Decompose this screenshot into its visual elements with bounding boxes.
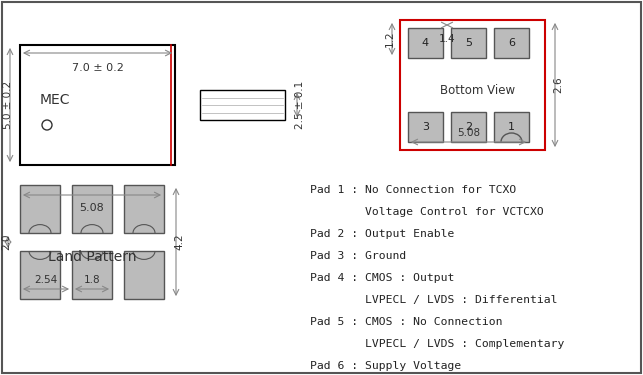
Text: 1.8: 1.8: [84, 275, 100, 285]
Text: LVPECL / LVDS : Complementary: LVPECL / LVDS : Complementary: [310, 339, 565, 349]
FancyBboxPatch shape: [124, 251, 164, 299]
FancyBboxPatch shape: [200, 90, 285, 120]
Text: 5.08: 5.08: [457, 128, 480, 138]
Text: Pad 1 : No Connection for TCXO: Pad 1 : No Connection for TCXO: [310, 185, 516, 195]
FancyBboxPatch shape: [400, 20, 545, 150]
Text: Voltage Control for VCTCXO: Voltage Control for VCTCXO: [310, 207, 544, 217]
Text: Land Pattern: Land Pattern: [48, 250, 136, 264]
Text: Pad 3 : Ground: Pad 3 : Ground: [310, 251, 406, 261]
Text: 5: 5: [465, 38, 472, 48]
Text: 4.2: 4.2: [174, 234, 184, 250]
Text: 7.0 ± 0.2: 7.0 ± 0.2: [71, 63, 123, 73]
Text: 1.2: 1.2: [385, 31, 395, 47]
Text: 5.0 ± 0.2: 5.0 ± 0.2: [3, 81, 13, 129]
Text: MEC: MEC: [40, 93, 71, 107]
Text: 1.4: 1.4: [439, 34, 455, 44]
FancyBboxPatch shape: [124, 185, 164, 233]
Text: 5.08: 5.08: [80, 203, 104, 213]
Text: Bottom View: Bottom View: [440, 84, 515, 96]
Text: 2.0: 2.0: [1, 234, 11, 250]
Text: Pad 2 : Output Enable: Pad 2 : Output Enable: [310, 229, 455, 239]
FancyBboxPatch shape: [20, 185, 60, 233]
FancyBboxPatch shape: [451, 112, 486, 142]
FancyBboxPatch shape: [494, 112, 529, 142]
Text: 2.6: 2.6: [553, 77, 563, 93]
Text: Pad 5 : CMOS : No Connection: Pad 5 : CMOS : No Connection: [310, 317, 502, 327]
Text: 2: 2: [465, 122, 472, 132]
FancyBboxPatch shape: [72, 185, 112, 233]
Text: 2.5 ± 0.1: 2.5 ± 0.1: [295, 81, 305, 129]
Text: LVPECL / LVDS : Differential: LVPECL / LVDS : Differential: [310, 295, 557, 305]
Text: 4: 4: [422, 38, 429, 48]
FancyBboxPatch shape: [451, 28, 486, 58]
Text: 3: 3: [422, 122, 429, 132]
FancyBboxPatch shape: [20, 45, 175, 165]
Text: 6: 6: [508, 38, 515, 48]
Text: 1: 1: [508, 122, 515, 132]
FancyBboxPatch shape: [72, 251, 112, 299]
Text: Pad 4 : CMOS : Output: Pad 4 : CMOS : Output: [310, 273, 455, 283]
Text: 2.54: 2.54: [34, 275, 58, 285]
FancyBboxPatch shape: [408, 112, 443, 142]
FancyBboxPatch shape: [408, 28, 443, 58]
FancyBboxPatch shape: [494, 28, 529, 58]
Text: Pad 6 : Supply Voltage: Pad 6 : Supply Voltage: [310, 361, 461, 371]
FancyBboxPatch shape: [20, 251, 60, 299]
